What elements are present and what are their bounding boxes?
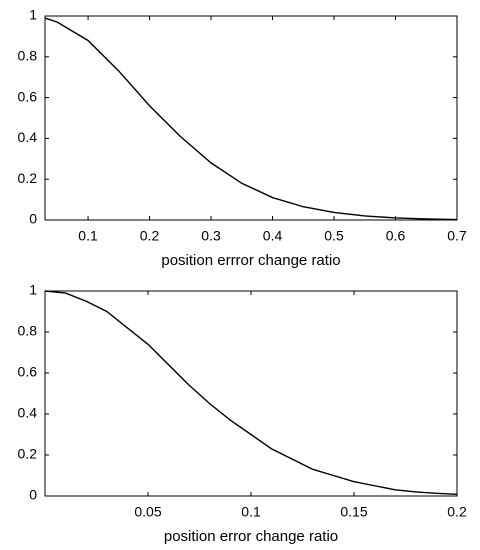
- x-tick-label: 0.5: [324, 228, 344, 244]
- y-tick-label: 0.4: [18, 129, 38, 145]
- x-tick-label: 0.7: [447, 228, 467, 244]
- y-tick-label: 0.6: [18, 88, 38, 104]
- x-tick-label: 0.2: [447, 504, 467, 520]
- x-tick-label: 0.1: [241, 504, 261, 520]
- line-series: [44, 290, 458, 496]
- x-axis-label: position errror change ratio: [161, 252, 340, 269]
- y-tick-label: 1: [29, 282, 37, 298]
- x-tick-label: 0.05: [134, 504, 161, 520]
- x-tick-label: 0.3: [201, 228, 221, 244]
- x-tick-label: 0.1: [78, 228, 98, 244]
- y-tick-label: 0: [29, 211, 37, 227]
- plot-frame: [44, 15, 458, 221]
- y-tick-label: 0: [29, 487, 37, 503]
- line-series: [44, 17, 458, 221]
- y-tick-label: 0.8: [18, 48, 38, 64]
- x-tick-label: 0.6: [386, 228, 406, 244]
- x-tick-label: 0.2: [140, 228, 160, 244]
- y-tick-label: 0.4: [18, 405, 38, 421]
- y-tick-label: 0.2: [18, 170, 38, 186]
- x-tick-label: 0.4: [263, 228, 283, 244]
- y-tick-label: 1: [29, 7, 37, 23]
- x-tick-label: 0.15: [340, 504, 367, 520]
- x-axis-label: position error change ratio: [164, 528, 338, 545]
- plot-frame: [44, 290, 458, 497]
- y-tick-label: 0.8: [18, 323, 38, 339]
- y-tick-label: 0.2: [18, 446, 38, 462]
- y-tick-label: 0.6: [18, 364, 38, 380]
